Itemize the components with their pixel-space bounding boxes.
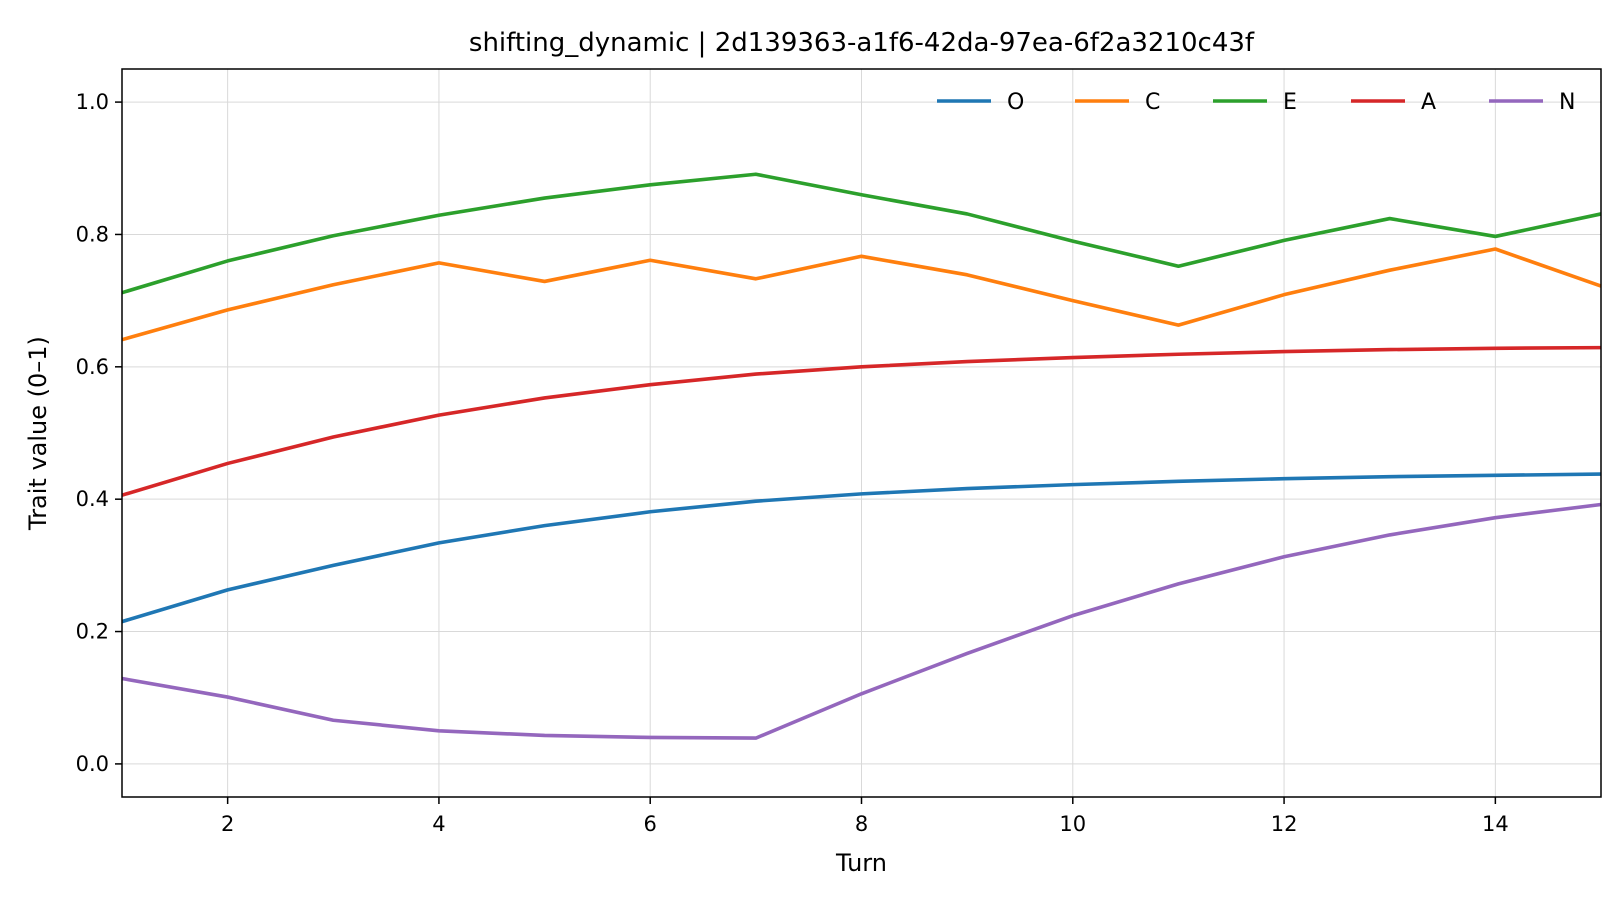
series-line-n — [121, 502, 1602, 740]
tick-layer: 2 4 6 8 10 12 14 0.0 0.2 0.4 0.6 0.8 1.0 — [76, 90, 1509, 836]
legend-label-c: C — [1145, 90, 1160, 115]
series-line-o — [121, 472, 1602, 624]
x-tick-label: 14 — [1482, 812, 1509, 836]
series-line-c — [121, 247, 1602, 342]
x-tick-label: 12 — [1271, 812, 1298, 836]
y-tick-label: 0.4 — [76, 487, 109, 511]
series-layer — [121, 172, 1602, 740]
series-line-a — [121, 345, 1602, 497]
y-axis-label: Trait value (0–1) — [24, 336, 52, 531]
legend-label-e: E — [1283, 90, 1297, 115]
x-tick-label: 8 — [855, 812, 868, 836]
series-line-e — [121, 172, 1602, 295]
legend-label-o: O — [1007, 90, 1024, 115]
x-tick-label: 2 — [221, 812, 234, 836]
x-tick-label: 6 — [644, 812, 657, 836]
y-tick-label: 0.8 — [76, 222, 109, 246]
chart-title: shifting_dynamic | 2d139363-a1f6-42da-97… — [469, 28, 1255, 58]
y-tick-label: 0.0 — [76, 752, 109, 776]
y-tick-label: 1.0 — [76, 90, 109, 114]
legend-label-n: N — [1559, 90, 1575, 115]
y-tick-label: 0.2 — [76, 620, 109, 644]
x-tick-label: 4 — [432, 812, 445, 836]
x-tick-label: 10 — [1059, 812, 1086, 836]
legend-label-a: A — [1421, 90, 1436, 115]
x-axis-label: Turn — [835, 849, 887, 877]
y-tick-label: 0.6 — [76, 355, 109, 379]
